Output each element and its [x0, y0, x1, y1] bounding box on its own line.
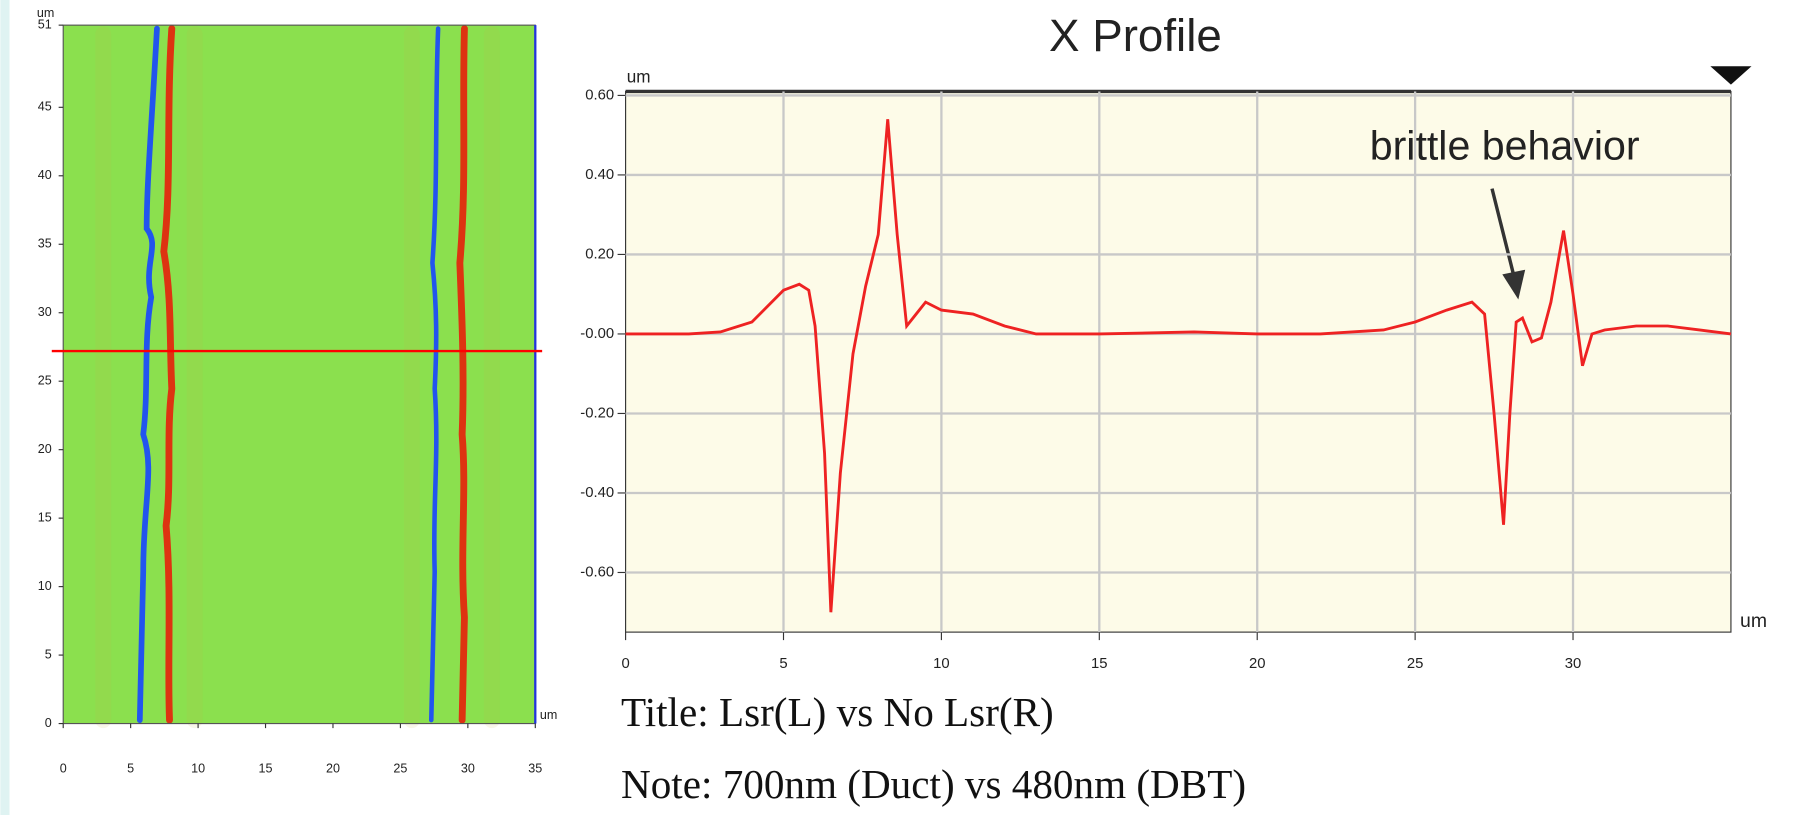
annotation-arrow: [1490, 188, 1526, 300]
y-tick-label: 45: [38, 100, 52, 114]
x-tick-label: 5: [779, 656, 787, 672]
y-tick-label: -0.20: [580, 405, 614, 421]
y-tick-label: 40: [38, 168, 52, 182]
note-title: Title: Lsr(L) vs No Lsr(R): [621, 689, 1054, 736]
y-tick-label: 0.40: [585, 167, 614, 183]
plot-area: [625, 90, 1732, 633]
y-tick-label: 30: [38, 305, 52, 319]
y-tick-label: 51: [38, 17, 52, 31]
x-tick-label: 35: [528, 762, 542, 776]
x-tick-label: 15: [1091, 656, 1108, 672]
y-tick-label: 5: [45, 647, 52, 661]
x-tick-label: 5: [127, 762, 134, 776]
x-tick-label: 10: [933, 656, 950, 672]
y-tick-label: 0.60: [585, 87, 614, 103]
y-tick-label: 10: [38, 579, 52, 593]
heatmap-stripes: [95, 25, 500, 729]
annotation: brittle behavior: [1370, 122, 1640, 168]
y-tick-label: 0: [45, 716, 52, 730]
y-unit: um: [627, 66, 651, 86]
x-tick-label: 30: [1565, 656, 1582, 672]
x-tick-label: 0: [60, 762, 67, 776]
x-tick-label: 10: [191, 762, 205, 776]
y-tick-label: 15: [38, 510, 52, 524]
x-tick-label: 0: [621, 656, 629, 672]
y-tick-label: -0.60: [580, 564, 614, 580]
y-tick-label: 20: [38, 442, 52, 456]
x-tick-label: 25: [393, 762, 407, 776]
y-tick-label: 35: [38, 237, 52, 251]
profile-curve: [625, 119, 1732, 613]
note: Note: 700nm (Duct) vs 480nm (DBT): [621, 761, 1246, 808]
x-unit: um: [1740, 610, 1767, 632]
x-tick-label: 25: [1407, 656, 1424, 672]
y-tick-label: -0.40: [580, 485, 614, 501]
y-tick-label: 25: [38, 374, 52, 388]
chart-title: X Profile: [1049, 10, 1222, 61]
x-unit: um: [540, 708, 557, 722]
x-tick-label: 20: [1249, 656, 1266, 672]
x-tick-label: 30: [461, 762, 475, 776]
marker-triangle: [1710, 66, 1752, 85]
y-unit: um: [37, 6, 54, 20]
left-edge: [0, 0, 10, 815]
y-tick-label: 0.20: [585, 246, 614, 262]
x-tick-label: 20: [326, 762, 340, 776]
y-tick-label: -0.00: [580, 326, 614, 342]
x-tick-label: 15: [259, 762, 273, 776]
